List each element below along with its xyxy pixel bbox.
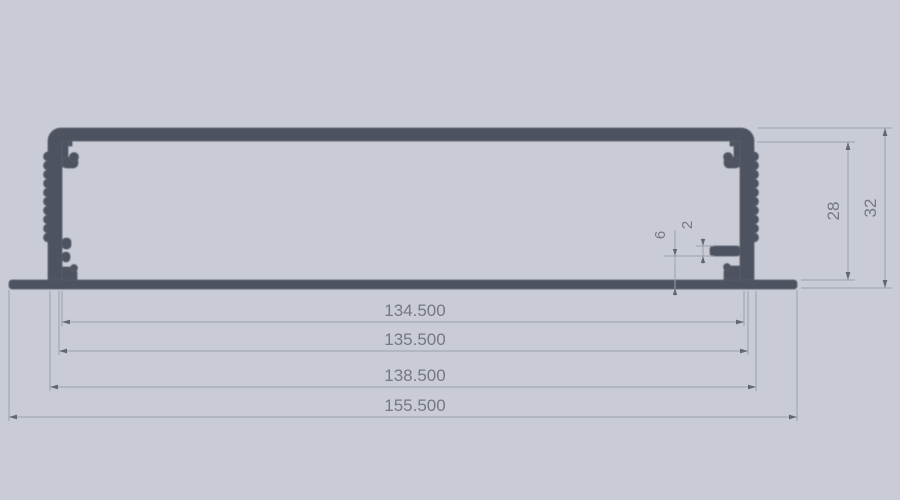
profile-left-screw-boss: [61, 140, 79, 169]
dim-label: 135.500: [384, 330, 445, 349]
dim-arrow-right: [736, 319, 744, 325]
dim-arrow-left: [9, 414, 17, 420]
dim-label: 155.500: [384, 396, 445, 415]
dim-arrow-left: [62, 319, 70, 325]
dim-arrow-top: [700, 239, 706, 246]
dim-label: 2: [679, 221, 696, 229]
dim-arrow-top: [845, 142, 851, 150]
dim-label: 6: [652, 231, 669, 239]
profile-right-pcb-ribs: [709, 245, 741, 281]
dim-label: 32: [861, 199, 880, 218]
dim-arrow-bottom: [845, 272, 851, 280]
dim-arrow-right: [748, 384, 756, 390]
dim-arrow-bottom: [672, 288, 678, 295]
dim-label: 28: [824, 202, 843, 221]
profile-left-pcb-ribs: [61, 237, 78, 281]
dim-arrow-bottom: [882, 280, 888, 288]
profile-right-screw-boss: [723, 140, 741, 169]
profile-base-flange: [8, 279, 798, 290]
dim-arrow-top: [672, 249, 678, 256]
dim-overall-width: 155.500: [8, 290, 798, 421]
dimensions: 134.500 135.500 138.500 155.5: [8, 127, 892, 421]
dim-arrow-left: [59, 348, 67, 354]
profile-body: [43, 127, 759, 281]
dim-label: 138.500: [384, 366, 445, 385]
dim-arrow-top: [882, 128, 888, 136]
dim-arrow-left: [50, 384, 58, 390]
dim-arrow-right: [789, 414, 797, 420]
profile-pcb-tab: [709, 245, 741, 257]
dim-inner-width: 134.500: [61, 291, 745, 326]
dim-wall-width: 135.500: [58, 291, 749, 355]
extrusion-profile: [8, 127, 798, 290]
dim-label: 134.500: [384, 301, 445, 320]
dim-tab-thickness: 2: [664, 221, 714, 264]
dim-arrow-right: [740, 348, 748, 354]
dim-inner-height: 28: [757, 141, 855, 281]
dim-overall-height: 32: [758, 127, 892, 289]
dim-outer-width: 138.500: [49, 291, 757, 391]
dim-tab-height: 6: [652, 230, 678, 296]
dim-arrow-bottom: [700, 256, 706, 263]
